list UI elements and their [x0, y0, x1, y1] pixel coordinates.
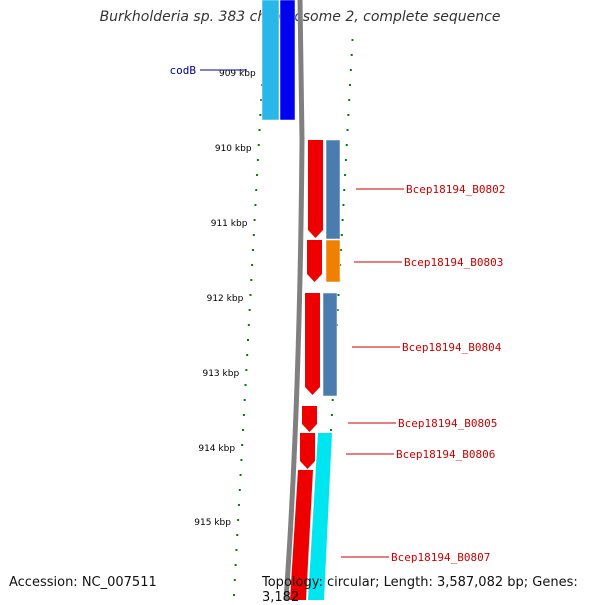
gene-label: Bcep18194_B0807 — [391, 551, 490, 564]
scale-label: 915 kbp — [194, 518, 231, 528]
gene-label: Bcep18194_B0806 — [396, 448, 495, 461]
gene-b0805-arrow — [302, 406, 317, 432]
gene-b0803-bar — [325, 239, 341, 283]
gene-b0807-arrow — [290, 470, 313, 600]
gene-codb-part1 — [261, 0, 280, 121]
scale-label: 914 kbp — [198, 444, 235, 454]
gene-b0804-bar — [322, 292, 338, 397]
gene-label: Bcep18194_B0804 — [402, 341, 502, 354]
gene-b0807-bar — [308, 433, 332, 600]
gene-label: Bcep18194_B0803 — [404, 256, 503, 269]
scale-label: 909 kbp — [219, 69, 256, 79]
accession-text: Accession: NC_007511 — [9, 575, 157, 590]
gene-b0803-arrow — [307, 240, 322, 282]
scale-label: 912 kbp — [207, 294, 244, 304]
gene-codb-part2 — [279, 0, 296, 121]
topology-text: Topology: circular; Length: 3,587,082 bp… — [262, 575, 578, 605]
scale-label: 913 kbp — [202, 369, 239, 379]
scale-label: 910 kbp — [215, 144, 252, 154]
gene-label: codB — [170, 64, 197, 77]
gene-b0802-arrow — [308, 140, 323, 238]
gene-b0806-arrow — [300, 433, 315, 469]
backbone-line — [283, 0, 305, 600]
scale-label: 911 kbp — [211, 219, 248, 229]
gene-label: Bcep18194_B0805 — [398, 417, 497, 430]
gene-label: Bcep18194_B0802 — [406, 183, 505, 196]
gene-b0802-bar — [325, 139, 341, 240]
gene-b0804-arrow — [305, 293, 320, 395]
